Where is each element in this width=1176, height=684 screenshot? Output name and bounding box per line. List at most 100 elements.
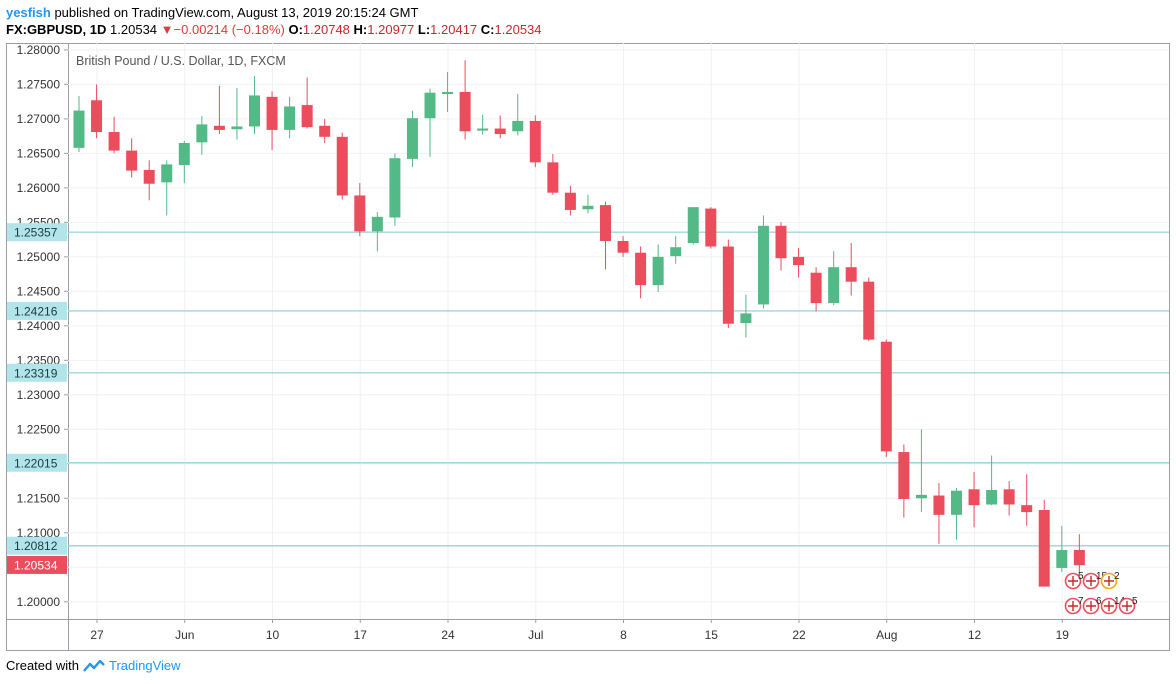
down-triangle-icon: ▼ (160, 22, 174, 37)
x-tick-label: 27 (90, 628, 104, 642)
level-price-label: 1.23319 (14, 366, 58, 380)
candle-up (424, 92, 436, 119)
level-price-label: 1.25357 (14, 226, 58, 240)
candle-down (319, 125, 331, 137)
candle-up (828, 267, 840, 304)
tradingview-link[interactable]: TradingView (108, 658, 181, 673)
candle-down (600, 205, 611, 241)
flag-cross-icon (1122, 601, 1132, 611)
y-tick-label: 1.21500 (17, 491, 61, 505)
candle-up (196, 124, 208, 143)
flag-cross-icon (1086, 576, 1096, 586)
symbol-line: FX:GBPUSD, 1D 1.20534 ▼−0.00214 (−0.18%)… (6, 22, 542, 37)
candle-down (880, 341, 892, 452)
event-count: 14 (1114, 596, 1126, 607)
x-tick-label: 17 (354, 628, 368, 642)
open-value: 1.20748 (302, 22, 350, 37)
candle-down (547, 162, 559, 193)
candle-up (371, 216, 383, 232)
candle-up (582, 205, 594, 210)
event-count: 6 (1096, 596, 1102, 607)
y-tick-label: 1.21000 (17, 526, 61, 540)
y-tick-label: 1.27500 (17, 77, 61, 91)
last-price-label: 1.20534 (14, 558, 58, 572)
candle-down (845, 267, 857, 282)
y-tick-label: 1.26000 (17, 181, 61, 195)
chart-frame (6, 43, 1170, 651)
x-tick-label: 22 (792, 628, 806, 642)
level-price-tag (7, 453, 67, 472)
level-price-tag (7, 536, 67, 555)
candle-down (810, 272, 822, 304)
symbol-label: FX:GBPUSD, 1D (6, 22, 107, 37)
candle-up (442, 91, 454, 95)
candle-up (652, 256, 664, 286)
y-tick-label: 1.20000 (17, 595, 61, 609)
close-value: 1.20534 (494, 22, 542, 37)
candle-down (898, 452, 910, 499)
level-price-tag (7, 223, 67, 242)
price-change: −0.00214 (−0.18%) (173, 22, 285, 37)
y-tick-label: 1.27000 (17, 112, 61, 126)
author-name[interactable]: yesfish (6, 5, 51, 20)
last-price: 1.20534 (110, 22, 158, 37)
low-value: 1.20417 (430, 22, 478, 37)
candle-up (757, 225, 769, 305)
flag-cross-icon (1104, 601, 1114, 611)
candle-down (722, 246, 734, 324)
x-tick-label: 19 (1056, 628, 1070, 642)
candle-up (951, 490, 962, 515)
flag-cross-icon (1104, 576, 1114, 586)
y-tick-label: 1.25000 (17, 250, 61, 264)
event-count: 15 (1096, 571, 1108, 582)
candle-up (687, 207, 699, 244)
publish-line: yesfish published on TradingView.com, Au… (6, 5, 418, 20)
candle-up (161, 164, 173, 183)
y-tick-label: 1.26500 (17, 146, 61, 160)
x-tick-label: Jun (175, 628, 194, 642)
candle-up (284, 106, 296, 130)
created-with-label: Created with (6, 658, 79, 673)
candle-down (775, 225, 787, 259)
event-count: 5 (1078, 571, 1084, 582)
candle-down (91, 100, 103, 132)
event-count: 2 (1114, 571, 1120, 582)
candle-up (670, 247, 682, 257)
flag-cross-icon (1068, 601, 1078, 611)
candle-up (915, 494, 927, 499)
x-tick-label: 15 (705, 628, 719, 642)
candle-down (705, 208, 717, 247)
open-label: O: (288, 22, 303, 37)
y-tick-label: 1.22500 (17, 422, 61, 436)
candle-down (126, 150, 138, 171)
footer: Created with TradingView (6, 658, 181, 673)
high-label: H: (353, 22, 368, 37)
event-count: 7 (1078, 596, 1084, 607)
candle-down (459, 91, 471, 132)
level-price-label: 1.22015 (14, 456, 58, 470)
level-price-tag (7, 363, 67, 382)
candle-up (406, 118, 418, 159)
x-tick-label: Aug (876, 628, 897, 642)
flag-cross-icon (1068, 576, 1078, 586)
high-value: 1.20977 (367, 22, 415, 37)
candle-down (1073, 550, 1085, 566)
last-price-tag (7, 555, 67, 574)
candle-down (529, 120, 541, 163)
candle-down (564, 192, 576, 210)
candle-down (617, 240, 629, 253)
tradingview-logo-icon (83, 659, 105, 672)
candle-down (213, 125, 225, 130)
chart-title: British Pound / U.S. Dollar, 1D, FXCM (76, 54, 286, 68)
candle-down (793, 256, 805, 266)
y-tick-label: 1.24000 (17, 319, 61, 333)
y-tick-label: 1.23000 (17, 388, 61, 402)
candle-down (143, 169, 155, 184)
candle-up (249, 95, 260, 127)
candle-up (477, 128, 489, 131)
flag-cross-icon (1086, 601, 1096, 611)
candle-up (512, 120, 524, 132)
x-tick-label: 12 (968, 628, 982, 642)
event-count: 5 (1132, 596, 1138, 607)
